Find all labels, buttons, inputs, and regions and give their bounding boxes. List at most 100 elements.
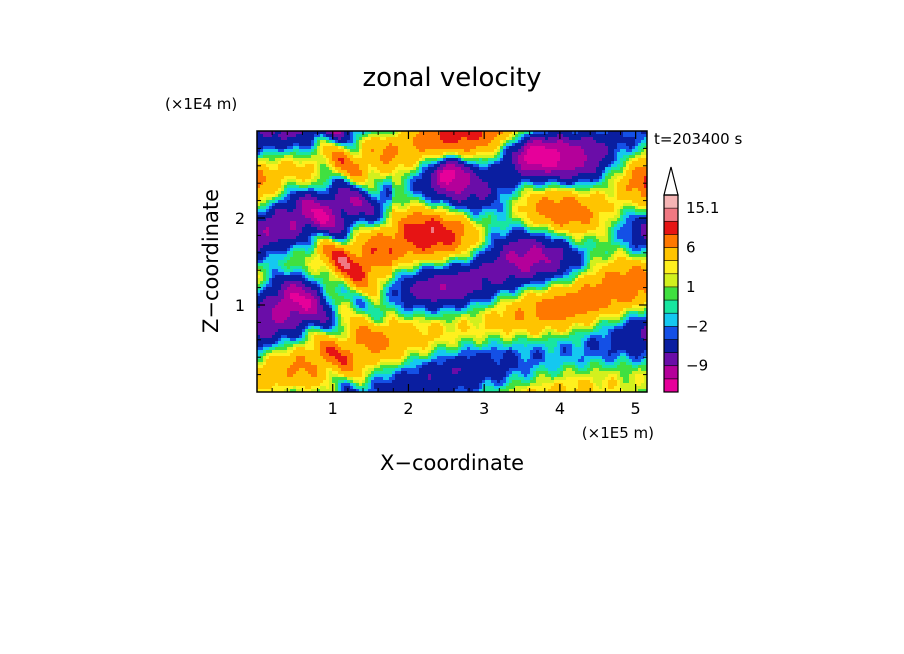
- heatmap-cell: [449, 266, 479, 269]
- heatmap-cell: [320, 239, 323, 242]
- heatmap-cell: [539, 374, 545, 377]
- heatmap-cell: [602, 278, 647, 281]
- heatmap-cell: [602, 335, 605, 338]
- heatmap-cell: [614, 227, 620, 230]
- heatmap-cell: [632, 233, 641, 236]
- heatmap-cell: [323, 296, 326, 299]
- heatmap-cell: [419, 173, 422, 176]
- heatmap-cell: [350, 266, 362, 269]
- heatmap-cell: [497, 299, 500, 302]
- heatmap-cell: [404, 179, 407, 182]
- heatmap-cell: [353, 386, 356, 389]
- heatmap-cell: [539, 365, 545, 368]
- heatmap-cell: [464, 158, 479, 161]
- heatmap-cell: [392, 209, 395, 212]
- heatmap-cell: [641, 140, 647, 143]
- heatmap-cell: [344, 329, 347, 332]
- heatmap-cell: [329, 260, 335, 263]
- heatmap-cell: [272, 350, 287, 353]
- heatmap-cell: [521, 191, 527, 194]
- heatmap-cell: [584, 353, 608, 356]
- heatmap-cell: [269, 227, 290, 230]
- heatmap-cell: [278, 200, 287, 203]
- heatmap-cell: [269, 353, 290, 356]
- heatmap-cell: [488, 305, 494, 308]
- heatmap-cell: [578, 278, 602, 281]
- heatmap-cell: [350, 227, 353, 230]
- heatmap-cell: [590, 359, 602, 362]
- heatmap-cell: [320, 383, 329, 386]
- heatmap-cell: [461, 263, 470, 266]
- heatmap-cell: [278, 239, 308, 242]
- heatmap-cell: [524, 314, 536, 317]
- heatmap-cell: [305, 275, 308, 278]
- heatmap-cell: [353, 179, 365, 182]
- heatmap-cell: [410, 185, 413, 188]
- heatmap-cell: [482, 284, 521, 287]
- heatmap-cell: [362, 380, 365, 383]
- heatmap-cell: [401, 281, 416, 284]
- heatmap-cell: [326, 161, 329, 164]
- heatmap-cell: [578, 368, 587, 371]
- heatmap-cell: [461, 200, 494, 203]
- heatmap-cell: [437, 242, 443, 245]
- heatmap-cell: [482, 230, 485, 233]
- chart-title: zonal velocity: [362, 63, 541, 93]
- heatmap-cell: [545, 236, 551, 239]
- heatmap-cell: [395, 269, 401, 272]
- heatmap-cell: [284, 194, 287, 197]
- heatmap-cell: [344, 296, 353, 299]
- heatmap-cell: [467, 323, 473, 326]
- heatmap-cell: [581, 272, 587, 275]
- heatmap-cell: [581, 266, 584, 269]
- heatmap-cell: [422, 194, 425, 197]
- heatmap-cell: [257, 158, 269, 161]
- heatmap-cell: [362, 383, 365, 386]
- heatmap-cell: [485, 239, 488, 242]
- heatmap-cell: [563, 236, 569, 239]
- heatmap-cell: [575, 278, 578, 281]
- heatmap-cell: [353, 383, 356, 386]
- heatmap-cell: [350, 224, 353, 227]
- heatmap-cell: [287, 254, 293, 257]
- heatmap-cell: [347, 377, 353, 380]
- heatmap-cell: [392, 284, 401, 287]
- heatmap-cell: [509, 140, 515, 143]
- heatmap-cell: [617, 164, 623, 167]
- heatmap-cell: [362, 188, 365, 191]
- heatmap-cell: [542, 299, 611, 302]
- colorbar-swatch: [664, 286, 678, 301]
- heatmap-cell: [527, 344, 545, 347]
- heatmap-cell: [377, 293, 380, 296]
- heatmap-cell: [527, 191, 545, 194]
- heatmap-cell: [422, 332, 428, 335]
- heatmap-cell: [344, 326, 347, 329]
- heatmap-cell: [272, 284, 281, 287]
- heatmap-cell: [329, 185, 332, 188]
- heatmap-cell: [398, 164, 404, 167]
- heatmap-cell: [314, 137, 317, 140]
- heatmap-cell: [308, 239, 311, 242]
- heatmap-cell: [347, 338, 356, 341]
- heatmap-cell: [461, 347, 467, 350]
- heatmap-cell: [407, 371, 419, 374]
- heatmap-cell: [527, 182, 533, 185]
- heatmap-cell: [353, 302, 356, 305]
- heatmap-cell: [482, 218, 491, 221]
- heatmap-cell: [620, 242, 629, 245]
- heatmap-cell: [482, 245, 485, 248]
- heatmap-cell: [275, 305, 302, 308]
- heatmap-cell: [458, 245, 470, 248]
- heatmap-cell: [269, 230, 302, 233]
- heatmap-cell: [350, 152, 359, 155]
- heatmap-cell: [632, 227, 641, 230]
- heatmap-cell: [626, 149, 632, 152]
- heatmap-cell: [596, 284, 647, 287]
- heatmap-cell: [575, 197, 605, 200]
- heatmap-cell: [422, 362, 428, 365]
- heatmap-cell: [281, 182, 284, 185]
- heatmap-cell: [419, 266, 422, 269]
- heatmap-cell: [617, 212, 620, 215]
- heatmap-cell: [338, 170, 347, 173]
- heatmap-cell: [296, 179, 302, 182]
